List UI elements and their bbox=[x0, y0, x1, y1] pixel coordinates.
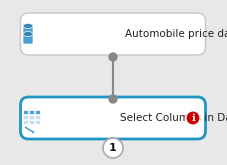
Bar bbox=[35, 110, 40, 114]
FancyBboxPatch shape bbox=[23, 33, 33, 44]
Text: Select Columns in Dataset: Select Columns in Dataset bbox=[120, 113, 227, 123]
FancyBboxPatch shape bbox=[20, 97, 205, 139]
Text: 1: 1 bbox=[109, 143, 117, 153]
Bar bbox=[29, 120, 34, 124]
Circle shape bbox=[109, 95, 117, 103]
Circle shape bbox=[103, 138, 123, 158]
FancyBboxPatch shape bbox=[23, 25, 33, 36]
Circle shape bbox=[186, 111, 200, 125]
Bar bbox=[29, 110, 34, 114]
FancyBboxPatch shape bbox=[20, 13, 205, 55]
Circle shape bbox=[109, 53, 117, 61]
Bar bbox=[23, 115, 28, 119]
Ellipse shape bbox=[23, 32, 33, 36]
Bar bbox=[35, 115, 40, 119]
Text: ℹ: ℹ bbox=[191, 113, 195, 123]
FancyArrow shape bbox=[25, 126, 35, 133]
Bar bbox=[23, 110, 28, 114]
Bar bbox=[35, 120, 40, 124]
Ellipse shape bbox=[23, 23, 33, 29]
Bar bbox=[23, 120, 28, 124]
Text: Automobile price data (Raw): Automobile price data (Raw) bbox=[125, 29, 227, 39]
Bar bbox=[29, 115, 34, 119]
